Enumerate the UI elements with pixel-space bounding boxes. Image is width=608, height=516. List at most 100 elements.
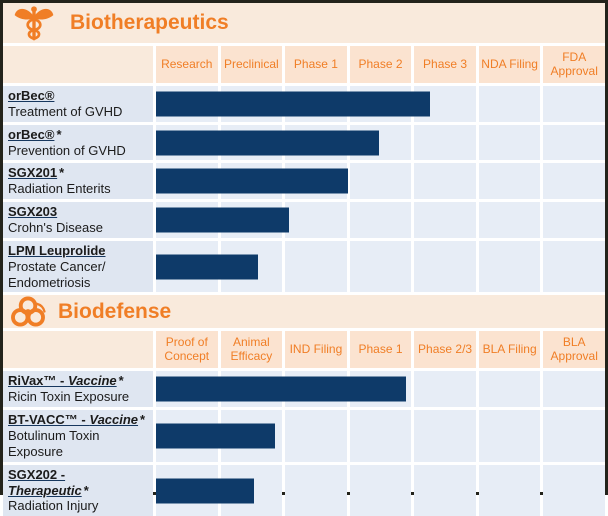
bar-track [156, 254, 605, 280]
pipeline-row: LPM Leuprolide Prostate Cancer/ Endometr… [3, 240, 605, 293]
phase-cell [414, 371, 476, 408]
program-indication: Ricin Toxin Exposure [8, 389, 130, 405]
program-name: RiVax™ - [8, 373, 68, 389]
phase-column-header: Phase 3 [414, 46, 476, 83]
bar-track [156, 423, 605, 449]
bar-track [156, 168, 605, 194]
phase-cell [414, 240, 476, 293]
phase-column-header: FDA Approval [543, 46, 605, 83]
stage-header-row: Proof of Concept Animal Efficacy IND Fil… [3, 331, 605, 369]
pipeline-row: SGX201 * Radiation Enterits [3, 163, 605, 200]
label-cell: LPM Leuprolide Prostate Cancer/ Endometr… [3, 240, 153, 293]
pipeline-bar [156, 423, 275, 449]
phase-cell [349, 240, 412, 293]
program-asterisk: * [140, 412, 146, 428]
program-name-link[interactable]: orBec® [8, 88, 54, 103]
bar-track [156, 130, 605, 156]
phase-cell [285, 240, 347, 293]
bar-track [156, 478, 605, 504]
phase-cell [285, 410, 347, 462]
phase-column-header: Proof of Concept [156, 331, 218, 369]
phase-cell [285, 202, 347, 238]
pipeline-bar [156, 254, 258, 280]
bar-track [156, 207, 605, 233]
program-name-link[interactable]: RiVax™ - Vaccine [8, 373, 117, 388]
program-name-line: RiVax™ - Vaccine * [8, 373, 149, 389]
section-band-biotherapeutics: Biotherapeutics [3, 3, 605, 43]
section-title: Biotherapeutics [70, 11, 229, 34]
pipeline-bar [156, 478, 254, 504]
phase-cell [414, 410, 476, 462]
pipeline-bar [156, 168, 349, 194]
program-name: BT-VACC™ - [8, 412, 90, 428]
phase-cell [543, 371, 605, 408]
program-name: SGX203 [8, 204, 58, 220]
phase-cell [478, 410, 541, 462]
program-indication: Radiation Enterits [8, 181, 111, 197]
program-name-line: LPM Leuprolide [8, 243, 149, 259]
program-name-link[interactable]: orBec® [8, 127, 54, 142]
program-name: SGX202 - [8, 466, 66, 482]
program-name: SGX201 [8, 165, 58, 181]
section-title: Biodefense [58, 299, 172, 323]
program-name-italic: Vaccine [89, 412, 139, 428]
program-name: orBec® [8, 126, 55, 142]
phase-column-header: Phase 2 [349, 46, 412, 83]
label-cell: RiVax™ - Vaccine * Ricin Toxin Exposure [3, 371, 153, 408]
phase-column-header: Phase 1 [349, 331, 412, 369]
pipeline-bar [156, 207, 289, 233]
phase-cell [543, 410, 605, 462]
program-asterisk: * [59, 165, 65, 181]
biohazard-icon [11, 296, 46, 327]
pipeline-row: orBec® * Prevention of GVHD [3, 124, 605, 161]
phase-cell [478, 202, 541, 238]
program-name-line: SGX203 [8, 204, 149, 220]
phase-cell [349, 410, 412, 462]
program-indication: Crohn's Disease [8, 220, 103, 236]
pipeline-row: RiVax™ - Vaccine * Ricin Toxin Exposure [3, 371, 605, 408]
phase-cell [543, 240, 605, 293]
label-cell: orBec® Treatment of GVHD [3, 86, 153, 122]
program-indication: Treatment of GVHD [8, 103, 123, 119]
phase-cell [414, 124, 476, 161]
pipeline-bar [156, 130, 380, 156]
phase-cell [349, 202, 412, 238]
pipeline-bar [156, 376, 407, 402]
stage-header-row: Research Preclinical Phase 1 Phase 2 Pha… [3, 46, 605, 83]
row-label-header-cell [3, 331, 153, 369]
program-name-link[interactable]: SGX202 - Therapeutic [8, 467, 82, 498]
label-cell: orBec® * Prevention of GVHD [3, 124, 153, 161]
phase-cell [543, 86, 605, 122]
pipeline-row: SGX202 - Therapeutic * Radiation Injury [3, 464, 605, 516]
program-name-link[interactable]: LPM Leuprolide [8, 243, 106, 258]
section-band-biodefense: Biodefense [3, 295, 605, 329]
phase-column-header: IND Filing [285, 331, 347, 369]
label-cell: SGX201 * Radiation Enterits [3, 163, 153, 200]
pipeline-row: SGX203 Crohn's Disease [3, 202, 605, 238]
program-name: LPM Leuprolide [8, 242, 106, 258]
program-name-line: orBec® [8, 88, 149, 104]
program-indication: Botulinum Toxin Exposure [8, 428, 100, 459]
program-name-line: orBec® * [8, 127, 149, 143]
phase-column-header: Research [156, 46, 218, 83]
phase-column-header: BLA Filing [478, 331, 541, 369]
pipeline-row: BT-VACC™ - Vaccine * Botulinum Toxin Expo… [3, 410, 605, 462]
phase-cell [478, 124, 541, 161]
phase-cell [478, 86, 541, 122]
row-label-header-cell [3, 46, 153, 83]
program-asterisk: * [83, 482, 89, 498]
pipeline-bar [156, 91, 430, 117]
phase-column-header: Phase 1 [285, 46, 347, 83]
program-name-italic: Vaccine [67, 373, 117, 389]
program-name-link[interactable]: SGX203 [8, 204, 57, 219]
phase-cell [478, 163, 541, 200]
phase-cell [478, 240, 541, 293]
pipeline-row: orBec® Treatment of GVHD [3, 86, 605, 122]
program-name-link[interactable]: BT-VACC™ - Vaccine [8, 412, 138, 427]
program-name-link[interactable]: SGX201 [8, 165, 57, 180]
program-indication: Prostate Cancer/ Endometriosis [8, 258, 106, 290]
label-cell: SGX203 Crohn's Disease [3, 202, 153, 238]
caduceus-icon [14, 5, 54, 40]
phase-cell [414, 163, 476, 200]
phase-cell [478, 371, 541, 408]
